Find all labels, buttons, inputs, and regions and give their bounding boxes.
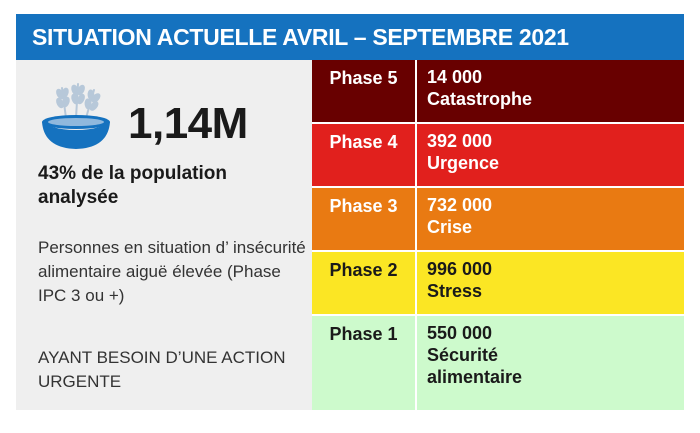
- phase-name: Stress: [427, 281, 483, 301]
- phase-name: Catastrophe: [427, 89, 533, 109]
- phase-count: 550 000: [427, 323, 493, 343]
- phase-label: Phase 1: [312, 316, 417, 410]
- phase-value: 550 000 Sécurité alimentaire: [427, 322, 676, 388]
- situation-card: SITUATION ACTUELLE AVRIL – SEPTEMBRE 202…: [16, 14, 684, 410]
- phase-label: Phase 3: [312, 188, 417, 250]
- phase-value: 732 000 Crise: [427, 194, 676, 238]
- phase-value: 14 000 Catastrophe: [427, 66, 676, 110]
- phase-row-2: Phase 2 996 000 Stress: [312, 252, 684, 316]
- phase-table: Phase 5 14 000 Catastrophe Phase 4 392 0…: [312, 60, 684, 410]
- phase-row-4: Phase 4 392 000 Urgence: [312, 124, 684, 188]
- phase-value: 996 000 Stress: [427, 258, 676, 302]
- phase-name: Urgence: [427, 153, 500, 173]
- phase-value: 392 000 Urgence: [427, 130, 676, 174]
- phase-label: Phase 2: [312, 252, 417, 314]
- phase-count: 732 000: [427, 195, 493, 215]
- phase-row-5: Phase 5 14 000 Catastrophe: [312, 60, 684, 124]
- phase-name: Crise: [427, 217, 473, 237]
- population-share: 43% de la population analysée: [38, 163, 227, 208]
- phase-row-1: Phase 1 550 000 Sécurité alimentaire: [312, 316, 684, 410]
- grain-bowl-icon: [42, 83, 110, 149]
- phase-name: Sécurité alimentaire: [427, 345, 523, 387]
- phase-label: Phase 4: [312, 124, 417, 186]
- phase-label: Phase 5: [312, 60, 417, 122]
- header-title: SITUATION ACTUELLE AVRIL – SEPTEMBRE 202…: [16, 14, 684, 60]
- phase-count: 14 000: [427, 67, 483, 87]
- action-note: AYANT BESOIN D’UNE ACTION URGENTE: [38, 348, 286, 391]
- phase-count: 996 000: [427, 259, 493, 279]
- summary-panel: 1,14M 43% de la population analysée Pers…: [16, 60, 312, 410]
- description-text: Personnes en situation d’ insécurité ali…: [38, 238, 306, 305]
- total-affected: 1,14M: [128, 99, 248, 148]
- phase-count: 392 000: [427, 131, 493, 151]
- phase-row-3: Phase 3 732 000 Crise: [312, 188, 684, 252]
